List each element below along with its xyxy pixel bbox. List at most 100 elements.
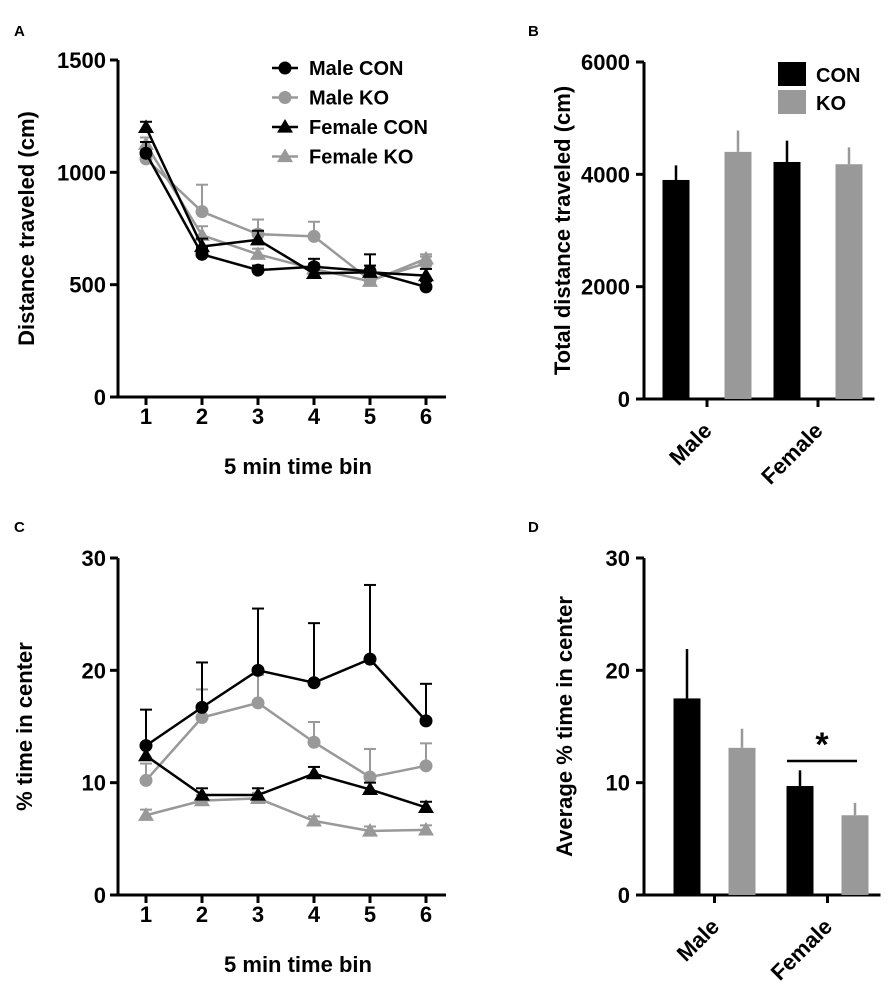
legend-swatch — [778, 90, 806, 114]
bar — [835, 164, 863, 399]
data-point — [362, 264, 378, 278]
x-tick-label: 6 — [420, 404, 432, 429]
data-point — [278, 91, 292, 104]
y-axis-label: % time in center — [12, 642, 37, 811]
y-tick-label: 10 — [82, 771, 106, 796]
category-label: Female — [766, 914, 837, 985]
data-point — [251, 663, 265, 677]
x-tick-label: 5 — [364, 404, 376, 429]
y-axis-label: Total distance traveled (cm) — [550, 86, 575, 375]
y-tick-label: 0 — [618, 387, 630, 412]
x-tick-label: 5 — [364, 902, 376, 927]
series-con — [673, 648, 814, 895]
bar — [673, 698, 701, 895]
y-tick-label: 0 — [618, 883, 630, 908]
series-line — [144, 126, 427, 277]
series-line — [145, 657, 427, 747]
y-tick-label: 10 — [606, 771, 630, 796]
series-female-con — [138, 743, 434, 813]
data-point — [250, 231, 266, 246]
bar — [728, 747, 756, 895]
series-male-ko — [139, 673, 433, 787]
data-point — [307, 229, 321, 243]
panel-c: C 0 10 20 30 % time in center 1 2 3 4 5 6 5 min time… — [12, 519, 446, 977]
data-point — [418, 799, 434, 813]
x-tick-label: 4 — [308, 404, 321, 429]
panel-d: D 0 10 20 30 Average % time in center Male Fema… — [528, 519, 881, 985]
legend-label: Female KO — [309, 147, 413, 169]
x-tick-label: 2 — [196, 902, 208, 927]
y-tick-label: 4000 — [581, 162, 630, 187]
category-label: Male — [672, 914, 724, 966]
bar — [786, 786, 814, 895]
data-point — [419, 759, 433, 773]
legend-label: KO — [816, 93, 846, 115]
data-point — [250, 246, 266, 260]
data-point — [194, 238, 210, 253]
series-female-ko — [138, 790, 434, 837]
significance-star: * — [815, 726, 829, 764]
series-female-con — [138, 119, 434, 282]
series-male-con — [139, 583, 433, 753]
y-tick-label: 20 — [606, 658, 630, 683]
data-point — [363, 770, 377, 784]
data-point — [138, 119, 154, 133]
bar — [724, 151, 752, 399]
y-tick-label: 30 — [82, 546, 106, 571]
data-point — [418, 250, 434, 265]
y-axis-label: Average % time in center — [552, 596, 577, 857]
data-point — [195, 700, 209, 714]
legend: Male CON Male KO Female CON Female KO — [272, 58, 428, 169]
data-point — [362, 822, 378, 837]
y-tick-label: 6000 — [581, 50, 630, 75]
series-ko — [724, 130, 863, 399]
bar — [841, 815, 869, 895]
panel-a: A 0 500 1000 1500 Distance traveled (cm) 1 2 3 4 5… — [14, 23, 446, 479]
data-point — [362, 781, 378, 796]
data-point — [138, 807, 154, 821]
panel-letter: D — [528, 519, 539, 536]
y-tick-label: 0 — [94, 883, 106, 908]
data-point — [306, 812, 322, 827]
data-point — [306, 265, 322, 280]
y-tick-label: 2000 — [581, 275, 630, 300]
data-point — [251, 696, 265, 710]
x-tick-label: 4 — [308, 902, 321, 927]
bar — [773, 161, 801, 399]
significance-annotation: * — [787, 726, 857, 764]
y-tick-label: 0 — [94, 385, 106, 410]
panel-letter: A — [14, 23, 25, 40]
legend-label: Male KO — [309, 88, 389, 110]
x-tick-label: 1 — [140, 404, 152, 429]
y-axis-label: Distance traveled (cm) — [14, 111, 39, 346]
category-label: Female — [756, 418, 827, 489]
legend-label: Male CON — [309, 58, 403, 80]
y-tick-label: 20 — [82, 658, 106, 683]
y-tick-label: 30 — [606, 546, 630, 571]
data-point — [251, 263, 265, 277]
data-point — [363, 652, 377, 666]
data-point — [139, 773, 153, 787]
data-point — [307, 735, 321, 749]
legend-swatch — [778, 62, 806, 86]
x-axis-label: 5 min time bin — [224, 454, 372, 479]
x-tick-label: 6 — [420, 902, 432, 927]
data-point — [194, 787, 210, 801]
y-tick-label: 1500 — [57, 48, 106, 73]
series-line — [144, 143, 427, 283]
series-line — [145, 797, 427, 833]
panel-letter: C — [14, 519, 25, 536]
x-tick-label: 3 — [252, 404, 264, 429]
data-point — [306, 765, 322, 780]
legend-label: Female CON — [309, 117, 428, 139]
series-line — [145, 754, 427, 809]
legend-label: CON — [816, 65, 860, 87]
data-point — [139, 146, 153, 160]
legend: CON KO — [778, 62, 860, 115]
x-axis-label: 5 min time bin — [224, 952, 372, 977]
panel-letter: B — [528, 23, 539, 40]
data-point — [278, 61, 292, 75]
data-point — [362, 273, 378, 287]
